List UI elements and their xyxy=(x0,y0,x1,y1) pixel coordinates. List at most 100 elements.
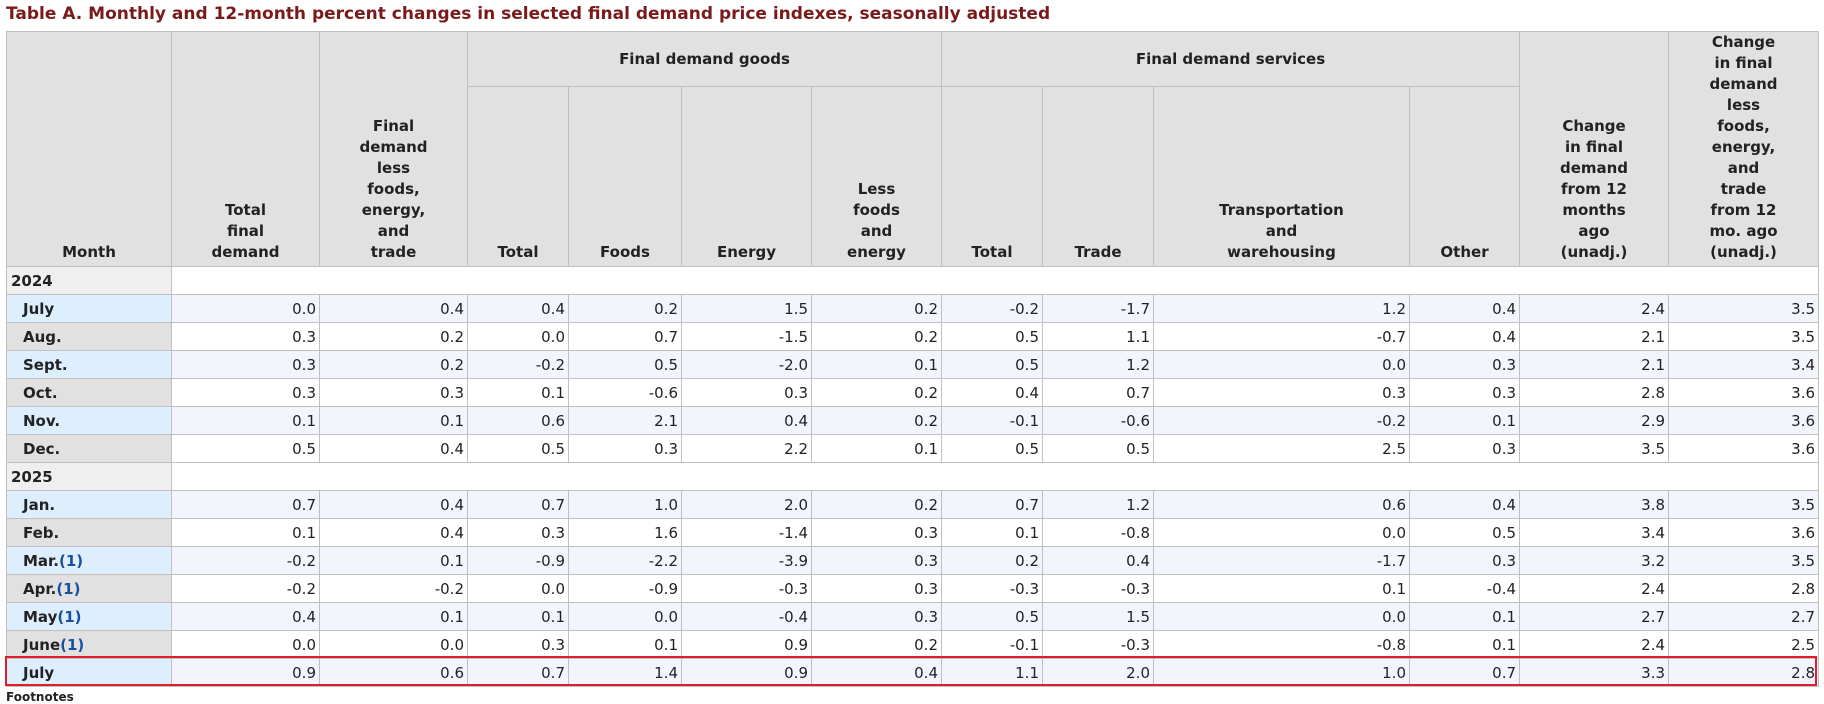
value-cell: 0.6 xyxy=(319,658,468,687)
month-label: Jan. xyxy=(23,495,56,514)
value-cell: -1.4 xyxy=(681,518,812,547)
month-cell: May(1) xyxy=(6,602,172,631)
value-cell: 0.9 xyxy=(171,658,320,687)
value-cell: 0.3 xyxy=(467,630,569,659)
table-row: Feb. 0.1 0.4 0.3 1.6 -1.4 0.3 0.1 -0.8 0.0 0.5 3.4 3… xyxy=(6,518,1820,547)
value-cell: -0.1 xyxy=(941,406,1043,435)
header-final-demand-services: Final demand services xyxy=(940,31,1521,87)
month-label: May xyxy=(23,607,58,626)
value-cell: -1.7 xyxy=(1153,546,1410,575)
header-fd-less-foods-energy-trade: Final demand less foods, energy, and trade xyxy=(319,31,468,267)
header-final-demand-goods: Final demand goods xyxy=(467,31,942,87)
value-cell: 0.4 xyxy=(941,378,1043,407)
value-cell: 0.0 xyxy=(319,630,468,659)
value-cell: 0.0 xyxy=(467,322,569,351)
value-cell: 0.1 xyxy=(811,434,942,463)
footnote-link[interactable]: (1) xyxy=(60,635,85,654)
month-cell: Nov. xyxy=(6,406,172,435)
value-cell: 0.4 xyxy=(1408,322,1521,351)
value-cell: 0.4 xyxy=(811,658,942,687)
value-cell: 1.1 xyxy=(1042,322,1154,351)
value-cell: 2.0 xyxy=(1042,658,1154,687)
header-services-total: Total xyxy=(941,86,1043,267)
header-services-trade: Trade xyxy=(1042,86,1154,267)
value-cell: 0.5 xyxy=(941,434,1043,463)
value-cell: 0.3 xyxy=(811,546,942,575)
value-cell: 0.1 xyxy=(319,546,468,575)
value-cell: 0.5 xyxy=(941,322,1043,351)
header-change-12-months: Change in final demand from 12 months ago (una… xyxy=(1519,31,1670,267)
value-cell: 0.4 xyxy=(1408,490,1521,519)
value-cell: -0.2 xyxy=(1153,406,1410,435)
value-cell: -0.4 xyxy=(681,602,812,631)
value-cell: 0.4 xyxy=(319,294,468,323)
value-cell: 2.5 xyxy=(1668,630,1820,659)
value-cell: 0.3 xyxy=(811,574,942,603)
value-cell: 0.5 xyxy=(941,350,1043,379)
value-cell: -0.8 xyxy=(1153,630,1410,659)
value-cell: 0.7 xyxy=(941,490,1043,519)
month-label: Mar. xyxy=(23,551,60,570)
value-cell: 0.2 xyxy=(811,378,942,407)
month-cell: July xyxy=(6,294,172,323)
value-cell: 0.1 xyxy=(467,378,569,407)
value-cell: 0.3 xyxy=(171,378,320,407)
value-cell: 0.3 xyxy=(1408,434,1521,463)
value-cell: 3.4 xyxy=(1668,350,1820,379)
value-cell: -0.2 xyxy=(319,574,468,603)
year-row-fill xyxy=(170,266,1820,295)
month-label: July xyxy=(23,299,55,318)
month-label: Oct. xyxy=(23,383,58,402)
table-title: Table A. Monthly and 12-month percent ch… xyxy=(6,4,1051,24)
value-cell: -0.4 xyxy=(1408,574,1521,603)
year-row-fill xyxy=(170,462,1820,491)
value-cell: 1.4 xyxy=(568,658,682,687)
table-row: Dec. 0.5 0.4 0.5 0.3 2.2 0.1 0.5 0.5 2.5 0.3 3.5 3.6 xyxy=(6,434,1820,463)
footnotes-heading: Footnotes xyxy=(6,690,74,704)
footnote-link[interactable]: (1) xyxy=(59,551,84,570)
value-cell: -0.3 xyxy=(681,574,812,603)
value-cell: 2.7 xyxy=(1668,602,1820,631)
month-cell: Oct. xyxy=(6,378,172,407)
header-services-transportation: Transportation and warehousing xyxy=(1153,86,1410,267)
month-cell: Apr.(1) xyxy=(6,574,172,603)
value-cell: 0.3 xyxy=(1408,350,1521,379)
value-cell: 0.4 xyxy=(319,490,468,519)
value-cell: 3.6 xyxy=(1668,434,1820,463)
value-cell: 2.7 xyxy=(1519,602,1670,631)
value-cell: -0.3 xyxy=(1042,574,1154,603)
table-row: July 0.0 0.4 0.4 0.2 1.5 0.2 -0.2 -1.7 1.2 0.4 2.4 3… xyxy=(6,294,1820,323)
value-cell: 0.0 xyxy=(1153,602,1410,631)
value-cell: 0.4 xyxy=(319,434,468,463)
value-cell: 0.7 xyxy=(1042,378,1154,407)
value-cell: 0.1 xyxy=(1408,602,1521,631)
footnote-link[interactable]: (1) xyxy=(56,579,81,598)
month-label: Nov. xyxy=(23,411,61,430)
month-label: June xyxy=(23,635,61,654)
value-cell: 1.2 xyxy=(1042,350,1154,379)
value-cell: -0.7 xyxy=(1153,322,1410,351)
value-cell: -2.2 xyxy=(568,546,682,575)
rows-2024: July 0.0 0.4 0.4 0.2 1.5 0.2 -0.2 -1.7 1.2 0.4 2.4 3… xyxy=(6,294,1820,463)
value-cell: 0.2 xyxy=(811,630,942,659)
value-cell: 2.4 xyxy=(1519,574,1670,603)
month-label: Apr. xyxy=(23,579,57,598)
value-cell: 3.4 xyxy=(1519,518,1670,547)
value-cell: 2.1 xyxy=(568,406,682,435)
value-cell: 0.1 xyxy=(319,602,468,631)
value-cell: 0.5 xyxy=(171,434,320,463)
value-cell: -0.3 xyxy=(1042,630,1154,659)
value-cell: 0.5 xyxy=(568,350,682,379)
value-cell: 0.5 xyxy=(941,602,1043,631)
header-month: Month xyxy=(6,31,172,267)
year-row: 2025 xyxy=(6,462,1820,491)
value-cell: 0.3 xyxy=(1408,546,1521,575)
value-cell: 2.0 xyxy=(681,490,812,519)
rows-2025: Jan. 0.7 0.4 0.7 1.0 2.0 0.2 0.7 1.2 0.6 0.4 3.8 3.5… xyxy=(6,490,1820,687)
footnote-link[interactable]: (1) xyxy=(57,607,82,626)
value-cell: 0.5 xyxy=(1408,518,1521,547)
month-cell: Jan. xyxy=(6,490,172,519)
value-cell: 0.2 xyxy=(941,546,1043,575)
value-cell: 3.2 xyxy=(1519,546,1670,575)
value-cell: 2.4 xyxy=(1519,630,1670,659)
